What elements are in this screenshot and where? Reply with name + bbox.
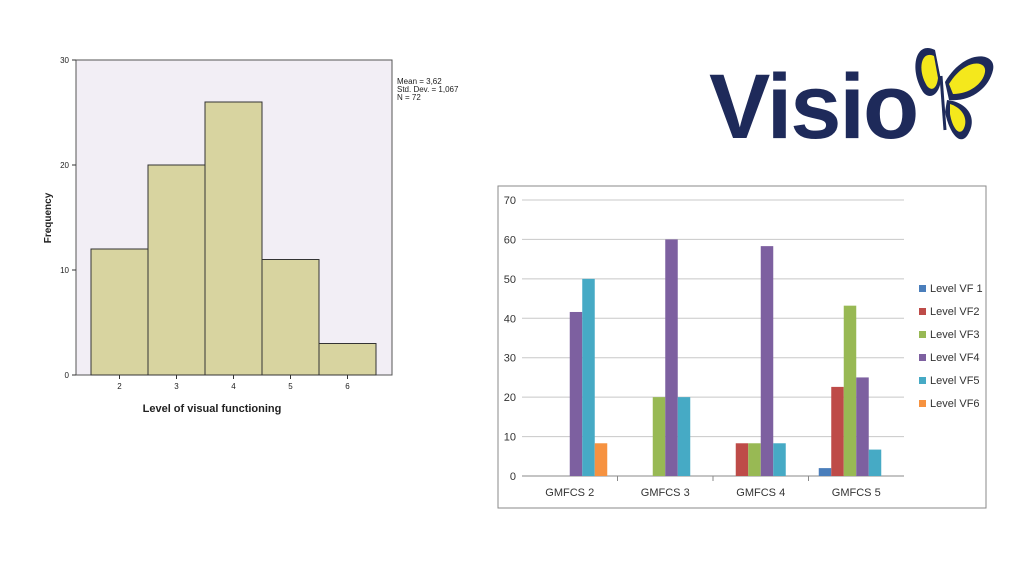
grouped-x-tick-label: GMFCS 4: [736, 487, 785, 499]
histogram-stat-line: Std. Dev. = 1,067: [397, 85, 459, 94]
grouped-legend-label: Level VF3: [930, 329, 980, 341]
histogram-x-tick-label: 3: [174, 382, 179, 391]
histogram-x-tick-label: 4: [231, 382, 236, 391]
grouped-bar: [843, 305, 857, 476]
histogram-bar: [261, 259, 320, 376]
histogram-bar: [204, 101, 263, 376]
grouped-y-tick-label: 0: [510, 471, 516, 483]
grouped-y-tick-label: 20: [504, 392, 516, 404]
grouped-bar: [735, 443, 749, 476]
histogram-stat-line: Mean = 3,62: [397, 77, 442, 86]
grouped-bar: [760, 246, 774, 476]
grouped-legend-swatch: [919, 331, 926, 338]
histogram-stat-line: N = 72: [397, 93, 421, 102]
grouped-legend-swatch: [919, 400, 926, 407]
grouped-bar: [773, 443, 786, 476]
histogram-x-tick-label: 6: [345, 382, 350, 391]
visio-logo: Visio: [709, 48, 994, 150]
grouped-bar: [831, 386, 844, 476]
grouped-bar: [569, 311, 583, 476]
grouped-legend-label: Level VF5: [930, 375, 980, 387]
histogram-y-axis-label: Frequency: [43, 192, 54, 243]
grouped-y-tick-label: 30: [504, 353, 516, 365]
grouped-bar: [582, 278, 595, 476]
grouped-bar: [677, 397, 691, 476]
histogram-bar: [90, 248, 149, 376]
histogram-y-tick-label: 30: [60, 56, 69, 65]
grouped-legend-label: Level VF4: [930, 352, 980, 364]
grouped-bar: [868, 449, 882, 476]
butterfly-icon: [915, 48, 994, 140]
grouped-bar: [665, 239, 678, 476]
grouped-legend-swatch: [919, 285, 926, 292]
grouped-y-tick-label: 40: [504, 313, 516, 325]
grouped-y-tick-label: 10: [504, 432, 516, 444]
histogram-chart: 0 10 20 30 2 3 4 5 6 Frequency Level of visual …: [43, 56, 459, 415]
grouped-x-tick-label: GMFCS 2: [545, 487, 594, 499]
grouped-y-tick-label: 60: [504, 234, 516, 246]
grouped-legend-label: Level VF 1: [930, 283, 983, 295]
grouped-legend-label: Level VF2: [930, 306, 980, 318]
grouped-bar: [748, 443, 761, 476]
histogram-y-tick-label: 10: [60, 266, 69, 275]
histogram-y-tick-label: 20: [60, 161, 69, 170]
visio-logo-text: Visio: [709, 56, 917, 150]
grouped-legend-label: Level VF6: [930, 398, 980, 410]
grouped-x-tick-label: GMFCS 5: [832, 487, 881, 499]
grouped-legend-swatch: [919, 377, 926, 384]
histogram-y-tick-label: 0: [65, 371, 70, 380]
grouped-bar: [652, 397, 666, 476]
grouped-x-tick-label: GMFCS 3: [641, 487, 690, 499]
histogram-bar: [147, 164, 206, 376]
histogram-x-tick-label: 5: [288, 382, 293, 391]
histogram-bar: [318, 343, 377, 376]
grouped-legend-swatch: [919, 354, 926, 361]
histogram-x-tick-label: 2: [117, 382, 122, 391]
grouped-bar: [594, 443, 608, 476]
grouped-bar: [818, 468, 832, 476]
grouped-y-tick-label: 70: [504, 195, 516, 207]
grouped-legend-swatch: [919, 308, 926, 315]
grouped-bar: [856, 377, 869, 476]
grouped-y-tick-label: 50: [504, 274, 516, 286]
histogram-x-axis-label: Level of visual functioning: [143, 403, 282, 415]
